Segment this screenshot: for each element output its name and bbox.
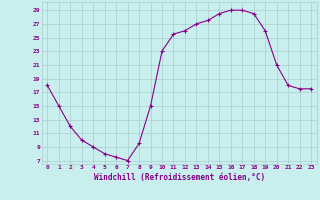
X-axis label: Windchill (Refroidissement éolien,°C): Windchill (Refroidissement éolien,°C) (94, 173, 265, 182)
